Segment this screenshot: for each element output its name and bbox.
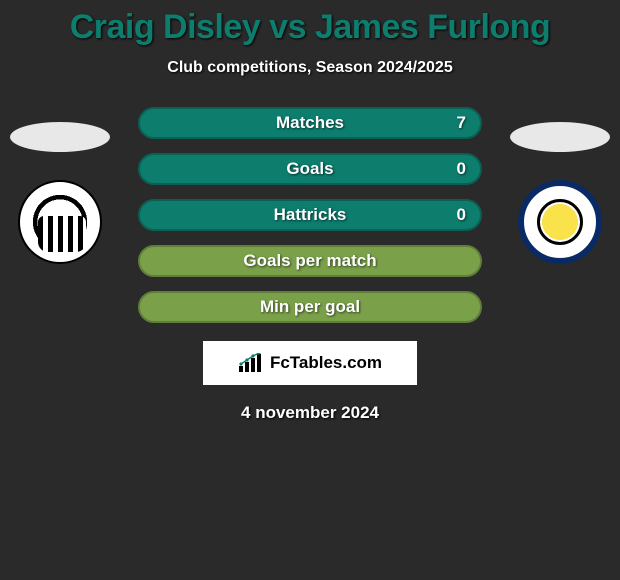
stat-row-goals: Goals 0 <box>138 153 482 185</box>
stat-label: Min per goal <box>260 297 360 317</box>
brand-box: FcTables.com <box>203 341 417 385</box>
page-title: Craig Disley vs James Furlong <box>0 0 620 47</box>
stat-label: Matches <box>276 113 344 133</box>
date-label: 4 november 2024 <box>0 403 620 423</box>
stat-row-min-per-goal: Min per goal <box>138 291 482 323</box>
bars-icon <box>238 353 266 373</box>
right-club-crest <box>518 180 602 264</box>
stat-label: Goals per match <box>243 251 376 271</box>
stat-value-right: 0 <box>457 159 466 179</box>
stat-row-goals-per-match: Goals per match <box>138 245 482 277</box>
subtitle: Club competitions, Season 2024/2025 <box>0 59 620 77</box>
stat-row-matches: Matches 7 <box>138 107 482 139</box>
stat-value-right: 7 <box>457 113 466 133</box>
left-flag-placeholder <box>10 122 110 152</box>
stat-row-hattricks: Hattricks 0 <box>138 199 482 231</box>
stat-label: Hattricks <box>274 205 347 225</box>
stat-label: Goals <box>286 159 333 179</box>
brand-label: FcTables.com <box>270 353 382 373</box>
stats-list: Matches 7 Goals 0 Hattricks 0 Goals per … <box>138 107 482 323</box>
left-club-crest <box>18 180 102 264</box>
right-flag-placeholder <box>510 122 610 152</box>
stat-value-right: 0 <box>457 205 466 225</box>
